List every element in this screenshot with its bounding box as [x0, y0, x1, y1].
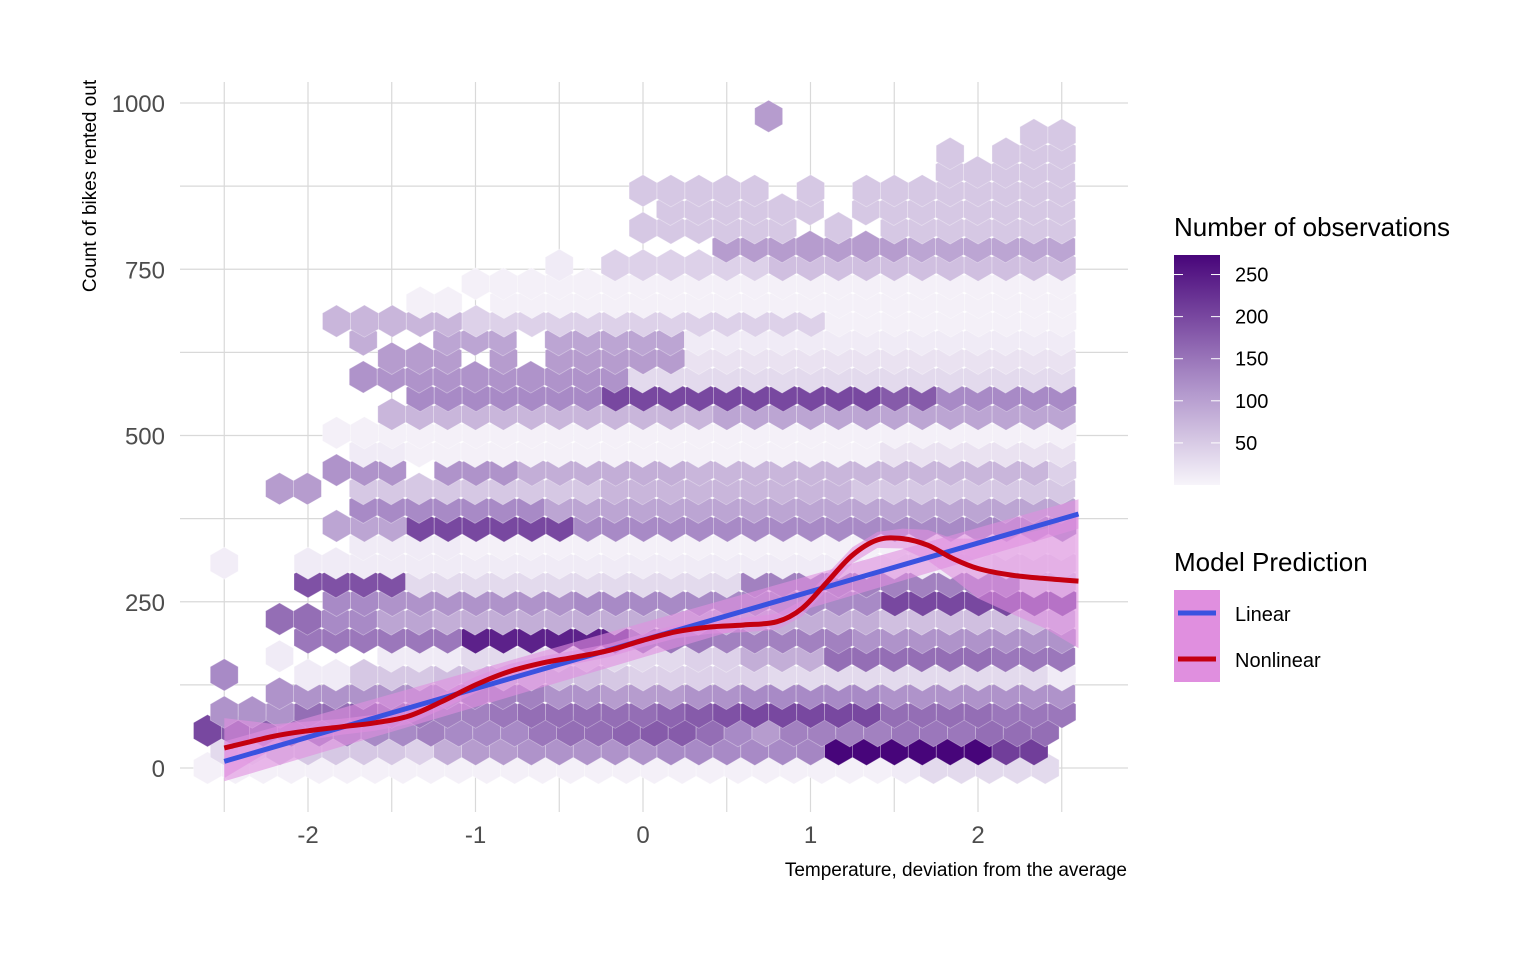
- hex-bin: [1047, 118, 1077, 152]
- y-tick-labels: 0 250 500 750 1000: [112, 91, 165, 783]
- x-tick-label: 2: [971, 822, 984, 849]
- color-bar-label: 200: [1235, 307, 1268, 329]
- hex-bin: [322, 416, 351, 450]
- model-legend-title: Model Prediction: [1174, 547, 1368, 577]
- x-tick-label: -2: [297, 822, 318, 849]
- color-bar: [1174, 255, 1220, 485]
- y-tick-label: 500: [125, 424, 165, 451]
- color-legend-title: Number of observations: [1174, 212, 1450, 242]
- hex-bin: [628, 211, 658, 245]
- x-tick-labels: -2 -1 0 1 2: [297, 822, 984, 849]
- legend-label-linear: Linear: [1235, 604, 1291, 626]
- prediction-lines: [223, 511, 1080, 764]
- hex-bin: [209, 546, 239, 580]
- y-tick-label: 0: [152, 756, 165, 783]
- x-axis-title: Temperature, deviation from the average: [785, 860, 1127, 881]
- hex-bin: [348, 360, 378, 394]
- x-tick-label: 0: [636, 822, 649, 849]
- color-bar-label: 150: [1235, 349, 1268, 371]
- hex-bin: [322, 304, 351, 338]
- model-legend: Model Prediction Linear Nonlinear: [1174, 547, 1368, 682]
- y-tick-label: 250: [125, 590, 165, 617]
- color-bar-label: 50: [1235, 433, 1257, 455]
- color-legend: Number of observations 50 100 150 200 25…: [1174, 212, 1450, 485]
- color-bar-label: 250: [1235, 265, 1268, 287]
- hex-bin: [265, 602, 294, 636]
- hex-bin: [824, 211, 853, 245]
- hex-bin: [293, 472, 322, 506]
- y-axis-title: Count of bikes rented out: [80, 79, 101, 292]
- y-tick-label: 1000: [112, 91, 165, 118]
- hex-bin: [796, 174, 825, 208]
- hex-bin: [935, 136, 965, 171]
- hex-bins: [193, 99, 1077, 785]
- hex-bin: [754, 99, 783, 133]
- hex-bin: [461, 267, 490, 301]
- hex-bin: [265, 472, 294, 506]
- x-tick-label: -1: [465, 822, 486, 849]
- hex-bin: [265, 639, 294, 673]
- hex-bin: [740, 174, 770, 208]
- hex-bin: [322, 509, 351, 543]
- hex-bin: [377, 304, 407, 338]
- line-nonlinear: [223, 535, 1079, 751]
- color-bar-label: 100: [1235, 391, 1268, 413]
- hex-bin: [209, 658, 239, 692]
- hex-bin: [433, 285, 463, 320]
- hex-bin: [322, 453, 351, 487]
- legend-label-nonlinear: Nonlinear: [1235, 650, 1321, 672]
- hex-bin: [628, 174, 658, 208]
- hex-bin: [544, 248, 574, 282]
- y-tick-label: 750: [125, 257, 165, 284]
- x-tick-label: 1: [804, 822, 817, 849]
- color-bar-ticks: [1174, 274, 1220, 444]
